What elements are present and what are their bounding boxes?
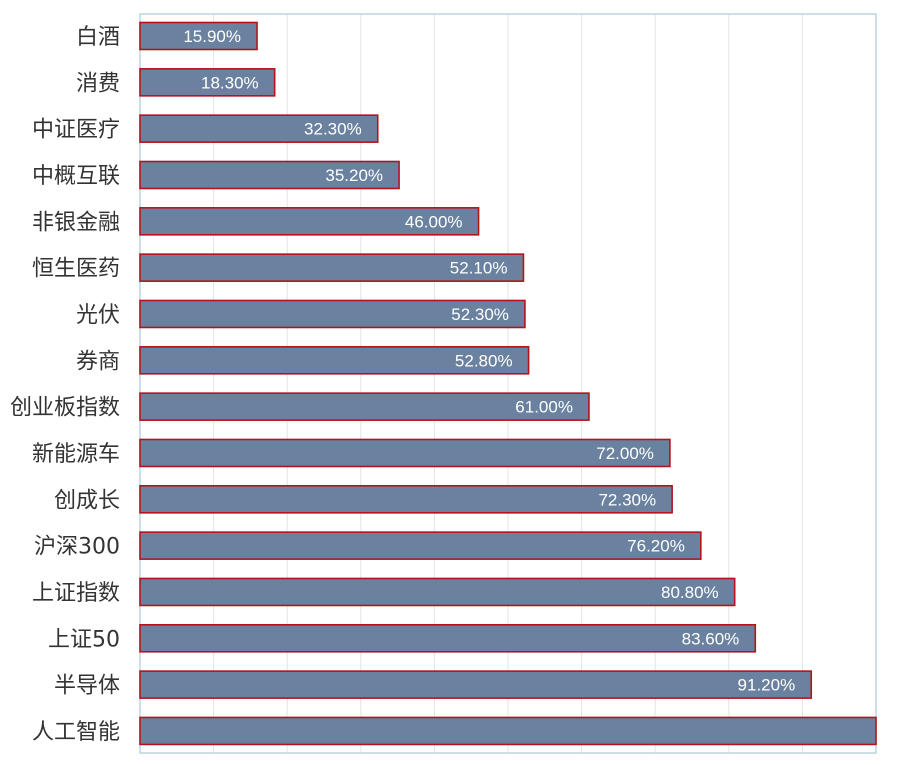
category-label: 新能源车 <box>32 442 120 467</box>
bar <box>139 114 379 143</box>
bar <box>139 531 702 560</box>
bar <box>139 68 276 97</box>
bar <box>139 21 258 51</box>
category-label: 光伏 <box>76 303 120 328</box>
category-label: 中证医疗 <box>32 118 120 143</box>
bar <box>139 346 530 375</box>
data-label: 18.30% <box>201 73 259 92</box>
data-label: 80.80% <box>661 583 719 602</box>
data-label: 72.00% <box>596 444 654 463</box>
category-label: 非银金融 <box>32 210 120 235</box>
category-label: 创成长 <box>54 488 120 513</box>
data-label: 83.60% <box>682 629 740 648</box>
data-label: 61.00% <box>515 398 573 417</box>
bar <box>139 716 877 746</box>
data-label: 46.00% <box>405 212 463 231</box>
bars <box>139 21 877 746</box>
category-label: 人工智能 <box>32 720 120 745</box>
data-label: 76.20% <box>627 537 685 556</box>
category-label: 半导体 <box>54 674 120 699</box>
category-label: 沪深300 <box>34 535 120 560</box>
bar <box>139 670 813 699</box>
value-labels: 15.90% 18.30% 32.30% 35.20% 46.00% 52.10% 52.3… <box>183 27 795 695</box>
bar <box>139 253 525 282</box>
category-labels: 白酒消费中证医疗中概互联非银金融恒生医药光伏券商创业板指数新能源车创成长沪深30… <box>10 25 120 745</box>
data-label: 91.20% <box>738 676 796 695</box>
data-label: 72.30% <box>598 490 656 509</box>
bar <box>139 299 526 329</box>
bar <box>139 484 673 514</box>
data-label: 15.90% <box>183 27 241 46</box>
category-label: 中概互联 <box>32 164 120 189</box>
bar <box>139 207 480 236</box>
bar <box>139 577 736 607</box>
category-label: 券商 <box>76 349 120 374</box>
data-label: 35.20% <box>325 166 383 185</box>
data-label: 52.30% <box>451 305 509 324</box>
category-label: 恒生医药 <box>32 257 120 282</box>
bar <box>139 392 590 421</box>
category-label: 创业板指数 <box>10 396 120 421</box>
data-label: 52.10% <box>450 259 508 278</box>
category-label: 消费 <box>76 71 120 96</box>
data-label: 52.80% <box>455 351 513 370</box>
category-label: 白酒 <box>76 25 120 50</box>
category-label: 上证50 <box>48 627 120 652</box>
category-label: 上证指数 <box>32 581 120 606</box>
bar <box>139 438 671 468</box>
data-label: 32.30% <box>304 120 362 139</box>
bar <box>139 160 400 190</box>
bar <box>139 623 757 653</box>
plot-frame <box>139 13 877 754</box>
